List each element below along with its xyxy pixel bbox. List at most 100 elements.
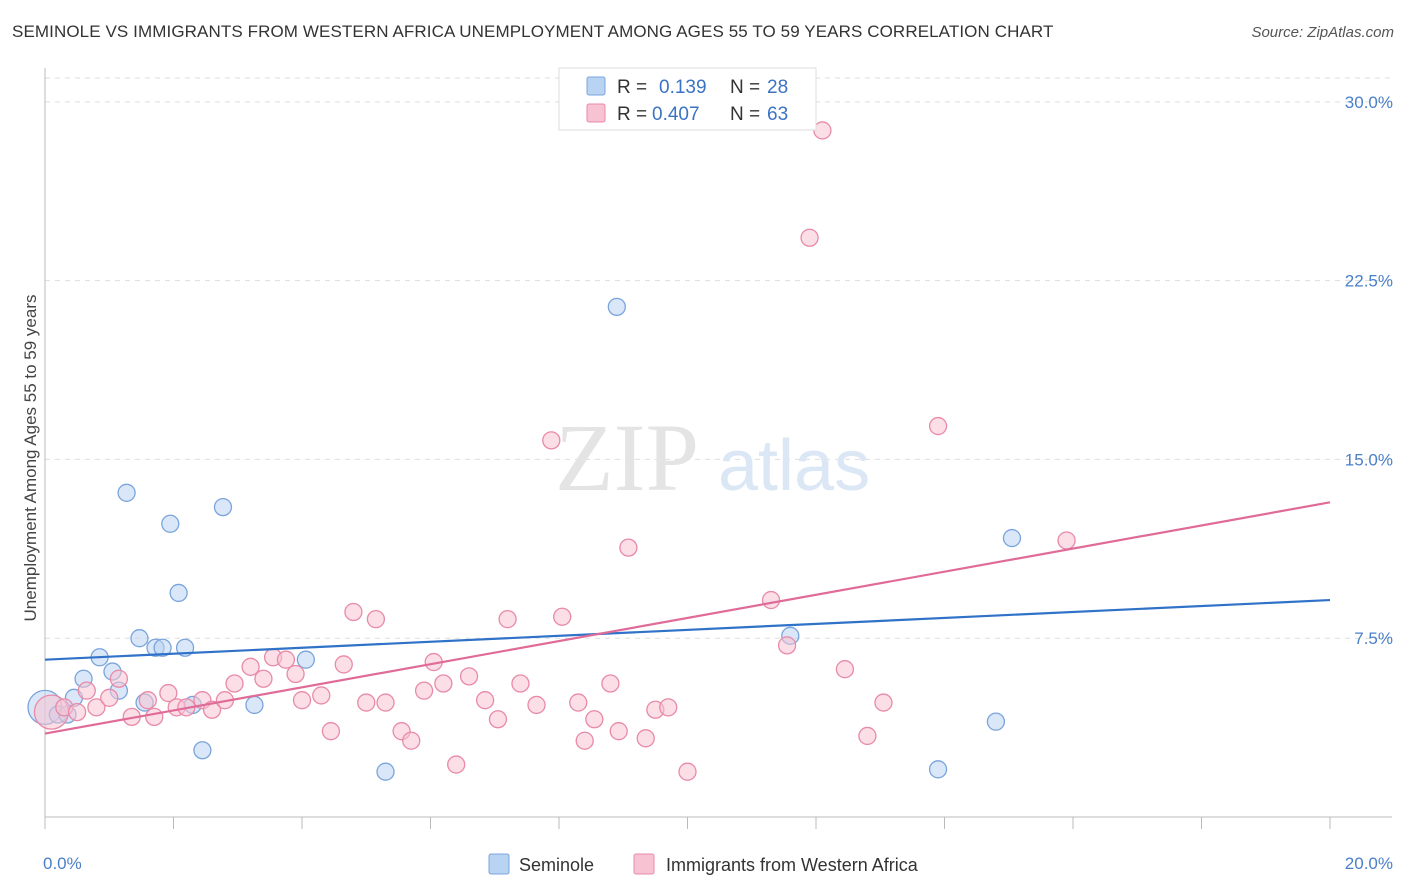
immigrants-points xyxy=(33,121,1076,781)
immigrants-point-20 xyxy=(276,650,296,669)
immigrants-point-45 xyxy=(575,731,594,750)
immigrants-point-28 xyxy=(366,609,386,629)
immigrants-point-4 xyxy=(87,698,106,717)
immigrants-point-59 xyxy=(858,726,877,746)
immigrants-point-61 xyxy=(928,416,948,436)
bottom-legend-immigrants-label: Immigrants from Western Africa xyxy=(666,855,919,875)
immigrants-point-47 xyxy=(601,674,620,693)
immigrants-point-42 xyxy=(542,431,561,450)
immigrants-point-62 xyxy=(1057,531,1076,550)
immigrants-point-5 xyxy=(100,688,119,707)
immigrants-point-25 xyxy=(334,655,353,674)
y-tick-label-2: 22.5% xyxy=(1345,272,1393,291)
x-tick-label-0: 0.0% xyxy=(43,854,82,873)
immigrants-point-8 xyxy=(138,691,157,710)
immigrants-point-18 xyxy=(254,669,273,688)
bottom-legend-seminole-swatch xyxy=(488,853,510,875)
immigrants-point-22 xyxy=(292,691,312,710)
immigrants-point-55 xyxy=(777,636,797,655)
y-tick-labels: 7.5% 15.0% 22.5% 30.0% xyxy=(1345,93,1393,648)
immigrants-point-34 xyxy=(434,674,453,693)
immigrants-point-56 xyxy=(800,228,819,247)
immigrants-point-17 xyxy=(241,657,260,676)
top-legend: R = 0.139 N = 28 R = 0.407 N = 63 xyxy=(558,67,817,131)
immigrants-point-39 xyxy=(498,609,517,629)
immigrants-point-38 xyxy=(488,710,508,729)
immigrants-point-31 xyxy=(402,731,421,750)
trend-lines xyxy=(44,501,1331,735)
legend-immigrants-swatch xyxy=(586,103,606,123)
immigrants-point-2 xyxy=(67,702,87,722)
watermark-atlas: atlas xyxy=(718,426,870,506)
x-tick-labels: 0.0% 20.0% xyxy=(43,854,1393,873)
immigrants-point-3 xyxy=(77,681,96,700)
y-tick-label-1: 15.0% xyxy=(1345,450,1393,469)
seminole-point-17 xyxy=(193,741,212,760)
immigrants-point-50 xyxy=(636,729,655,748)
immigrants-point-46 xyxy=(585,710,604,729)
immigrants-trend-line xyxy=(44,501,1331,735)
immigrants-point-37 xyxy=(475,691,495,710)
immigrants-point-58 xyxy=(835,660,855,679)
legend-seminole-r-label: R = xyxy=(617,77,647,98)
watermark-zip: ZIP xyxy=(555,404,699,511)
legend-seminole-n-label: N = xyxy=(730,77,760,98)
immigrants-point-14 xyxy=(202,700,222,719)
immigrants-point-53 xyxy=(678,762,697,781)
immigrants-point-24 xyxy=(321,722,341,741)
immigrants-point-9 xyxy=(145,707,164,727)
immigrants-point-48 xyxy=(609,722,628,741)
seminole-point-21 xyxy=(376,762,395,781)
immigrants-point-49 xyxy=(619,538,638,557)
immigrants-point-36 xyxy=(459,667,479,686)
immigrants-point-16 xyxy=(225,674,244,693)
seminole-point-19 xyxy=(245,695,264,715)
chart-title: SEMINOLE VS IMMIGRANTS FROM WESTERN AFRI… xyxy=(12,22,1054,41)
immigrants-point-26 xyxy=(344,602,363,622)
legend-immigrants-r-value: 0.407 xyxy=(652,104,700,125)
source-label: Source: ZipAtlas.com xyxy=(1251,24,1394,41)
legend-immigrants-n-value: 63 xyxy=(767,104,788,125)
immigrants-point-10 xyxy=(159,683,178,703)
seminole-point-12 xyxy=(153,638,172,657)
immigrants-point-29 xyxy=(376,693,395,712)
legend-immigrants-r-label: R = xyxy=(617,104,647,125)
seminole-point-13 xyxy=(161,514,180,533)
x-tick-label-1: 20.0% xyxy=(1345,854,1393,873)
immigrants-point-54 xyxy=(761,590,781,610)
bottom-legend-seminole-label: Seminole xyxy=(519,855,594,875)
immigrants-point-52 xyxy=(659,698,678,717)
seminole-point-8 xyxy=(117,483,136,502)
immigrants-point-43 xyxy=(553,607,572,626)
y-tick-label-0: 7.5% xyxy=(1354,629,1393,648)
immigrants-point-41 xyxy=(527,695,546,715)
seminole-point-9 xyxy=(130,629,149,648)
seminole-point-22 xyxy=(607,297,626,317)
legend-seminole-r-value: 0.139 xyxy=(659,77,707,98)
immigrants-point-44 xyxy=(569,693,588,712)
watermark: ZIP atlas xyxy=(555,404,870,511)
bottom-legend: Seminole Immigrants from Western Africa xyxy=(488,853,919,875)
immigrants-point-6 xyxy=(109,669,129,688)
seminole-point-26 xyxy=(1002,528,1022,548)
seminole-point-24 xyxy=(928,760,948,779)
seminole-point-20 xyxy=(296,650,316,669)
immigrants-point-60 xyxy=(874,693,893,712)
seminole-point-25 xyxy=(986,712,1006,731)
immigrants-point-40 xyxy=(511,674,530,693)
immigrants-point-23 xyxy=(312,686,331,705)
legend-seminole-swatch xyxy=(586,76,606,96)
y-tick-label-3: 30.0% xyxy=(1345,93,1393,112)
immigrants-point-35 xyxy=(447,755,466,774)
immigrants-point-21 xyxy=(286,664,305,684)
immigrants-point-27 xyxy=(357,693,376,712)
legend-seminole-n-value: 28 xyxy=(767,77,788,98)
bottom-legend-immigrants-swatch xyxy=(633,853,655,875)
grid-lines xyxy=(45,77,1392,639)
seminole-trend-line xyxy=(44,598,1331,661)
y-axis-label: Unemployment Among Ages 55 to 59 years xyxy=(21,295,40,622)
immigrants-point-32 xyxy=(414,681,434,700)
seminole-point-18 xyxy=(213,497,233,517)
seminole-point-14 xyxy=(169,583,188,603)
